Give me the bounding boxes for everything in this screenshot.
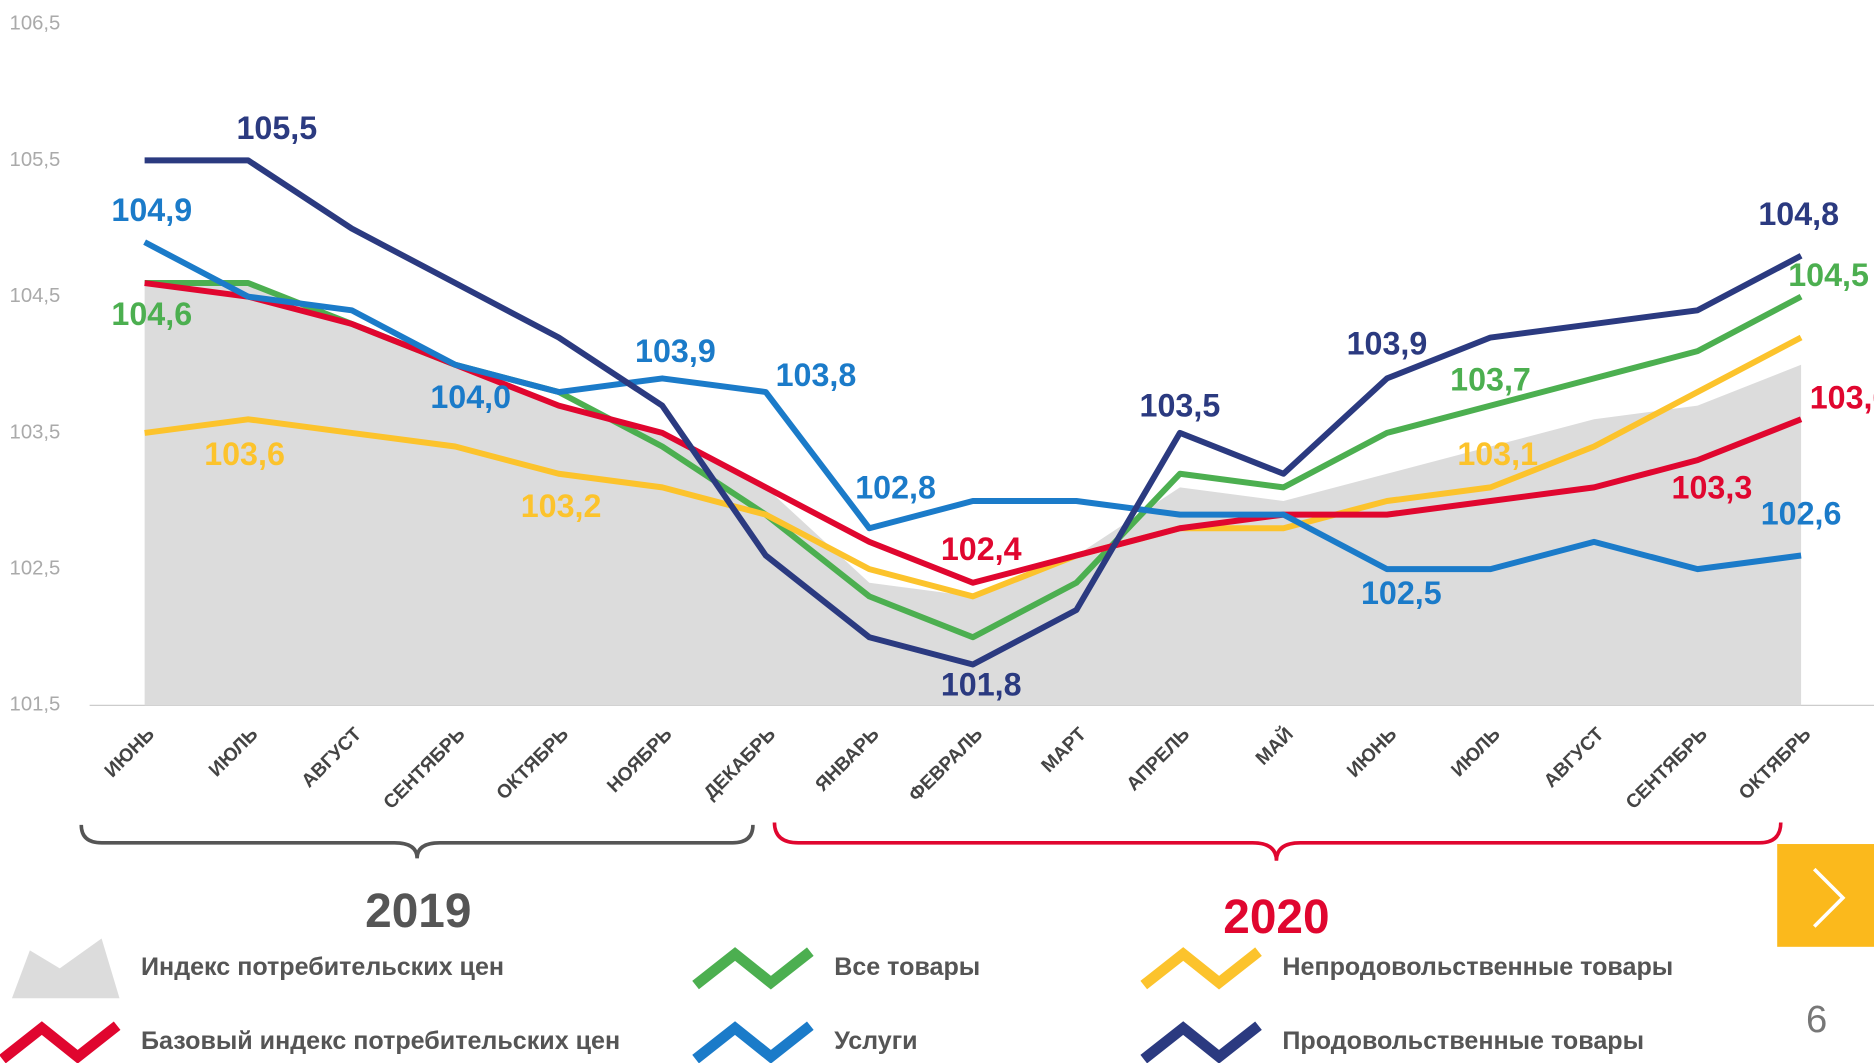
data-label: 103,9 (635, 333, 716, 369)
y-tick-label: 103,5 (10, 421, 61, 443)
year-label: 2020 (1223, 891, 1329, 944)
legend-icon (1140, 1021, 1262, 1063)
data-label: 101,8 (941, 667, 1022, 703)
line (144, 280, 1803, 586)
legend-label: Индекс потребительских цен (141, 953, 504, 981)
data-label: 105,5 (236, 110, 317, 146)
next-button[interactable] (1777, 844, 1874, 947)
x-tick-label: ИЮЛЬ (205, 724, 262, 781)
legend-icon (1140, 947, 1262, 990)
year-label: 2019 (365, 885, 471, 938)
y-tick-label: 104,5 (10, 285, 61, 307)
data-label: 102,8 (855, 470, 936, 506)
data-label: 103,9 (1347, 326, 1428, 362)
y-tick-label: 101,5 (10, 694, 61, 716)
x-tick-label: МАЙ (1251, 723, 1297, 769)
legend-label: Услуги (834, 1027, 917, 1055)
legend-label: Все товары (834, 953, 980, 981)
x-tick-label: ИЮНЬ (101, 724, 159, 782)
data-label: 104,8 (1758, 196, 1839, 232)
data-label: 104,0 (430, 379, 511, 415)
x-tick-label: ОКТЯБРЬ (493, 724, 573, 804)
data-label: 103,8 (776, 357, 857, 393)
brace-2019 (79, 824, 755, 859)
x-tick-label: ЯНВАРЬ (812, 724, 884, 796)
data-label: 103,6 (1810, 380, 1874, 416)
line (143, 239, 1802, 573)
next-icon (1812, 867, 1846, 928)
legend-label: Базовый индекс потребительских цен (141, 1027, 620, 1055)
data-label: 102,5 (1361, 575, 1442, 611)
legend-label: Непродовольственные товары (1282, 953, 1673, 981)
data-label: 103,6 (204, 436, 285, 472)
page-number: 6 (1806, 998, 1827, 1041)
x-tick-label: АПРЕЛЬ (1123, 724, 1195, 796)
x-tick-label: НОЯБРЬ (603, 724, 676, 797)
y-tick-label: 106,5 (10, 13, 61, 35)
x-tick-label: ОКТЯБРЬ (1735, 724, 1815, 804)
data-label: 103,7 (1450, 361, 1531, 397)
legend-icon (11, 938, 120, 999)
data-label: 103,5 (1140, 387, 1221, 423)
data-label: 104,6 (111, 296, 192, 332)
x-tick-label: ИЮНЬ (1343, 724, 1401, 782)
x-tick-label: СЕНТЯБРЬ (380, 724, 470, 814)
x-tick-label: ДЕКАБРЬ (700, 724, 780, 804)
x-tick-label: ФЕВРАЛЬ (905, 724, 987, 806)
data-label: 104,5 (1788, 257, 1869, 293)
legend-icon (692, 947, 814, 990)
data-label: 103,3 (1672, 470, 1753, 506)
x-tick-label: МАРТ (1038, 724, 1091, 777)
data-label: 104,9 (111, 192, 192, 228)
data-label: 103,1 (1457, 436, 1538, 472)
legend-icon (692, 1021, 814, 1063)
x-tick-label: АВГУСТ (298, 724, 366, 792)
area (144, 283, 1802, 706)
brace-2020 (772, 822, 1783, 861)
y-tick-label: 105,5 (10, 149, 61, 171)
line (144, 157, 1803, 668)
x-tick-label: АВГУСТ (1540, 724, 1608, 792)
data-label: 102,6 (1761, 496, 1842, 532)
data-label: 103,2 (521, 488, 602, 524)
x-tick-label: СЕНТЯБРЬ (1622, 724, 1712, 814)
y-tick-label: 102,5 (10, 558, 61, 580)
data-label: 102,4 (941, 531, 1022, 567)
line (144, 334, 1803, 600)
x-tick-label: ИЮЛЬ (1448, 724, 1505, 781)
legend-icon (0, 1021, 121, 1063)
legend-label: Продовольственные товары (1282, 1027, 1644, 1055)
